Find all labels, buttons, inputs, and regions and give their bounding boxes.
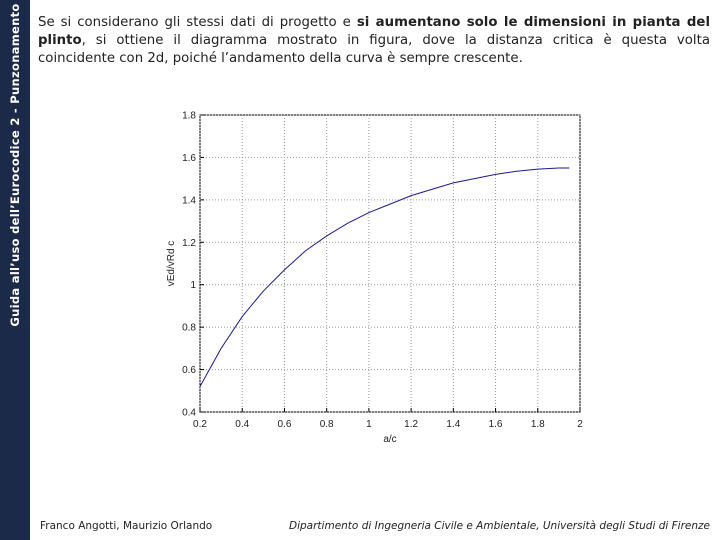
sidebar: Guida all’uso dell’Eurocodice 2 - Punzon… bbox=[0, 0, 30, 540]
footer-institution: Dipartimento di Ingegneria Civile e Ambi… bbox=[289, 520, 710, 532]
y-tick-label: 1 bbox=[190, 280, 196, 291]
paragraph-text: , si ottiene il diagramma mostrato in fi… bbox=[38, 33, 710, 66]
y-tick-label: 1.8 bbox=[182, 111, 196, 122]
x-tick-label: 1.2 bbox=[404, 419, 418, 430]
y-tick-label: 1.4 bbox=[182, 195, 196, 206]
x-tick-label: 1.4 bbox=[446, 419, 460, 430]
x-tick-label: 0.6 bbox=[277, 419, 291, 430]
paragraph-text: si aumentano solo le dimensioni in piant… bbox=[38, 15, 710, 48]
x-tick-label: 0.4 bbox=[235, 419, 249, 430]
x-tick-label: 1.8 bbox=[531, 419, 545, 430]
y-axis-label: vEd/vRd c bbox=[166, 241, 177, 287]
y-tick-label: 0.8 bbox=[182, 323, 196, 334]
paragraph: Se si considerano gli stessi dati di pro… bbox=[38, 14, 710, 68]
data-line bbox=[199, 167, 570, 387]
y-tick-label: 1.6 bbox=[182, 153, 196, 164]
x-tick-label: 2 bbox=[577, 419, 583, 430]
y-tick-label: 0.4 bbox=[182, 408, 196, 419]
y-tick-label: 1.2 bbox=[182, 238, 196, 249]
x-axis-label: a/c bbox=[383, 434, 396, 445]
footer-authors: Franco Angotti, Maurizio Orlando bbox=[40, 520, 213, 532]
x-tick-label: 0.8 bbox=[320, 419, 334, 430]
x-tick-label: 1 bbox=[366, 419, 372, 430]
y-tick-label: 0.6 bbox=[182, 365, 196, 376]
x-tick-label: 1.6 bbox=[489, 419, 503, 430]
plot-area bbox=[199, 114, 581, 413]
x-tick-label: 0.2 bbox=[193, 419, 207, 430]
paragraph-text: Se si considerano gli stessi dati di pro… bbox=[38, 15, 357, 30]
